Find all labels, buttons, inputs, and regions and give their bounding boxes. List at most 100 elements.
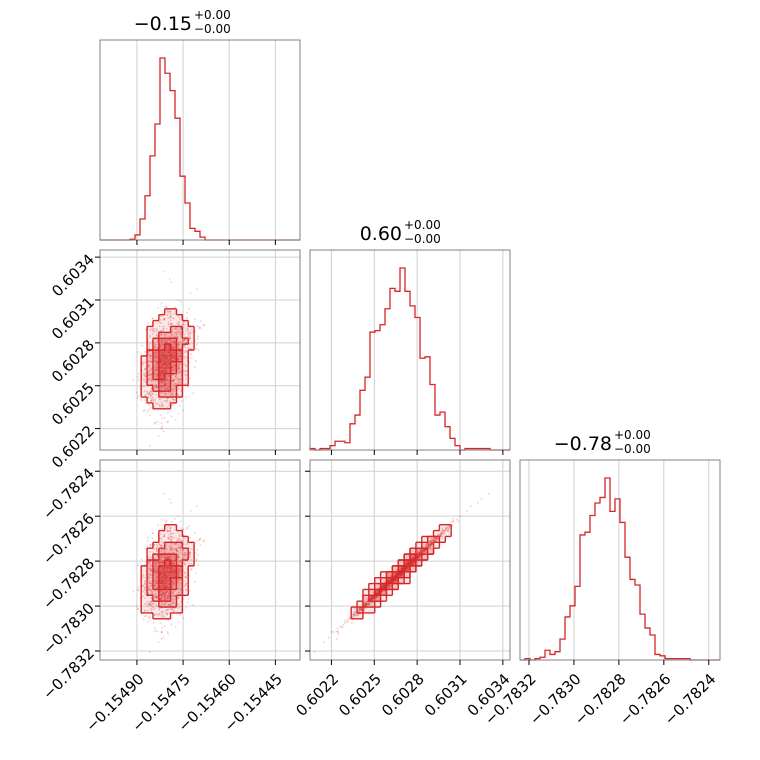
sample-point	[163, 598, 165, 601]
sample-point	[175, 333, 178, 335]
sample-point	[166, 527, 169, 529]
sample-point	[157, 374, 159, 376]
sample-point	[186, 351, 188, 353]
density-cell	[141, 577, 148, 584]
density-cell	[170, 355, 177, 363]
density-cell	[398, 571, 405, 578]
sample-point	[141, 577, 144, 580]
sample-point	[157, 605, 159, 608]
sample-point	[177, 581, 179, 584]
sample-point	[172, 583, 175, 586]
sample-point	[416, 553, 419, 555]
sample-point	[388, 586, 391, 588]
sample-point	[140, 558, 143, 561]
density-cell	[164, 560, 171, 567]
sample-point	[174, 558, 176, 561]
sample-point	[142, 574, 144, 577]
sample-point	[162, 353, 165, 356]
sample-point	[180, 582, 183, 585]
sample-point	[157, 524, 160, 526]
sample-point	[166, 354, 168, 357]
density-cell	[170, 308, 177, 316]
sample-point	[390, 581, 393, 584]
sample-point	[160, 354, 162, 356]
sample-point	[160, 386, 163, 388]
sample-point	[175, 332, 178, 334]
sample-point	[167, 352, 169, 354]
sample-point	[155, 369, 157, 371]
sample-point	[430, 541, 432, 544]
sample-point	[420, 553, 422, 556]
sample-point	[163, 558, 166, 561]
sample-point	[402, 571, 405, 574]
sample-point	[183, 537, 186, 540]
sample-point	[165, 585, 168, 588]
sample-point	[170, 345, 173, 347]
density-cell	[164, 571, 171, 578]
sample-point	[176, 549, 178, 551]
sample-point	[441, 532, 443, 534]
sample-point	[418, 555, 421, 558]
sample-point	[395, 579, 397, 581]
sample-point	[164, 384, 167, 386]
sample-point	[439, 535, 442, 538]
sample-point	[168, 338, 170, 340]
sample-point	[408, 566, 411, 568]
sample-point	[165, 580, 167, 582]
sample-point	[161, 339, 164, 342]
sample-point	[170, 336, 172, 339]
density-cell	[176, 548, 183, 555]
density-cell	[357, 607, 364, 614]
sample-point	[166, 348, 169, 350]
sample-point	[160, 603, 163, 606]
sample-point	[165, 577, 168, 580]
sample-point	[147, 577, 150, 580]
sample-point	[404, 566, 407, 569]
sample-point	[436, 538, 438, 540]
sample-point	[429, 546, 432, 549]
sample-point	[383, 584, 385, 587]
sample-point	[353, 611, 355, 614]
sample-point	[381, 584, 383, 587]
sample-point	[175, 376, 177, 378]
sample-point	[403, 570, 406, 572]
sample-point	[164, 571, 167, 574]
sample-point	[423, 550, 425, 553]
sample-point	[174, 335, 176, 338]
density-cell	[170, 338, 177, 345]
sample-point	[188, 562, 191, 565]
sample-point	[164, 340, 166, 343]
sample-point	[164, 364, 167, 366]
sample-point	[173, 567, 176, 570]
sample-point	[163, 548, 166, 551]
sample-point	[166, 568, 168, 570]
sample-point	[336, 637, 338, 640]
sample-point	[162, 593, 164, 595]
sample-point	[177, 560, 180, 562]
density-cell	[158, 583, 166, 590]
sample-point	[406, 564, 408, 567]
sample-point	[161, 363, 164, 365]
sample-point	[418, 556, 420, 559]
sample-point	[160, 344, 163, 347]
density-cell	[158, 326, 166, 333]
density-cell	[421, 548, 428, 555]
sample-point	[178, 321, 181, 323]
sample-point	[165, 362, 168, 365]
sample-point	[400, 575, 403, 577]
sample-point	[160, 597, 162, 600]
sample-point	[360, 607, 362, 610]
density-cell	[164, 607, 171, 614]
sample-point	[147, 555, 150, 558]
density-cell	[164, 338, 171, 345]
sample-point	[162, 586, 165, 589]
sample-point	[411, 563, 414, 566]
sample-point	[391, 579, 394, 582]
sample-point	[171, 380, 174, 382]
sample-point	[184, 551, 186, 554]
sample-point	[177, 383, 179, 385]
sample-point	[398, 573, 400, 576]
sample-point	[138, 586, 140, 589]
sample-point	[145, 603, 147, 606]
density-cell	[170, 583, 177, 590]
